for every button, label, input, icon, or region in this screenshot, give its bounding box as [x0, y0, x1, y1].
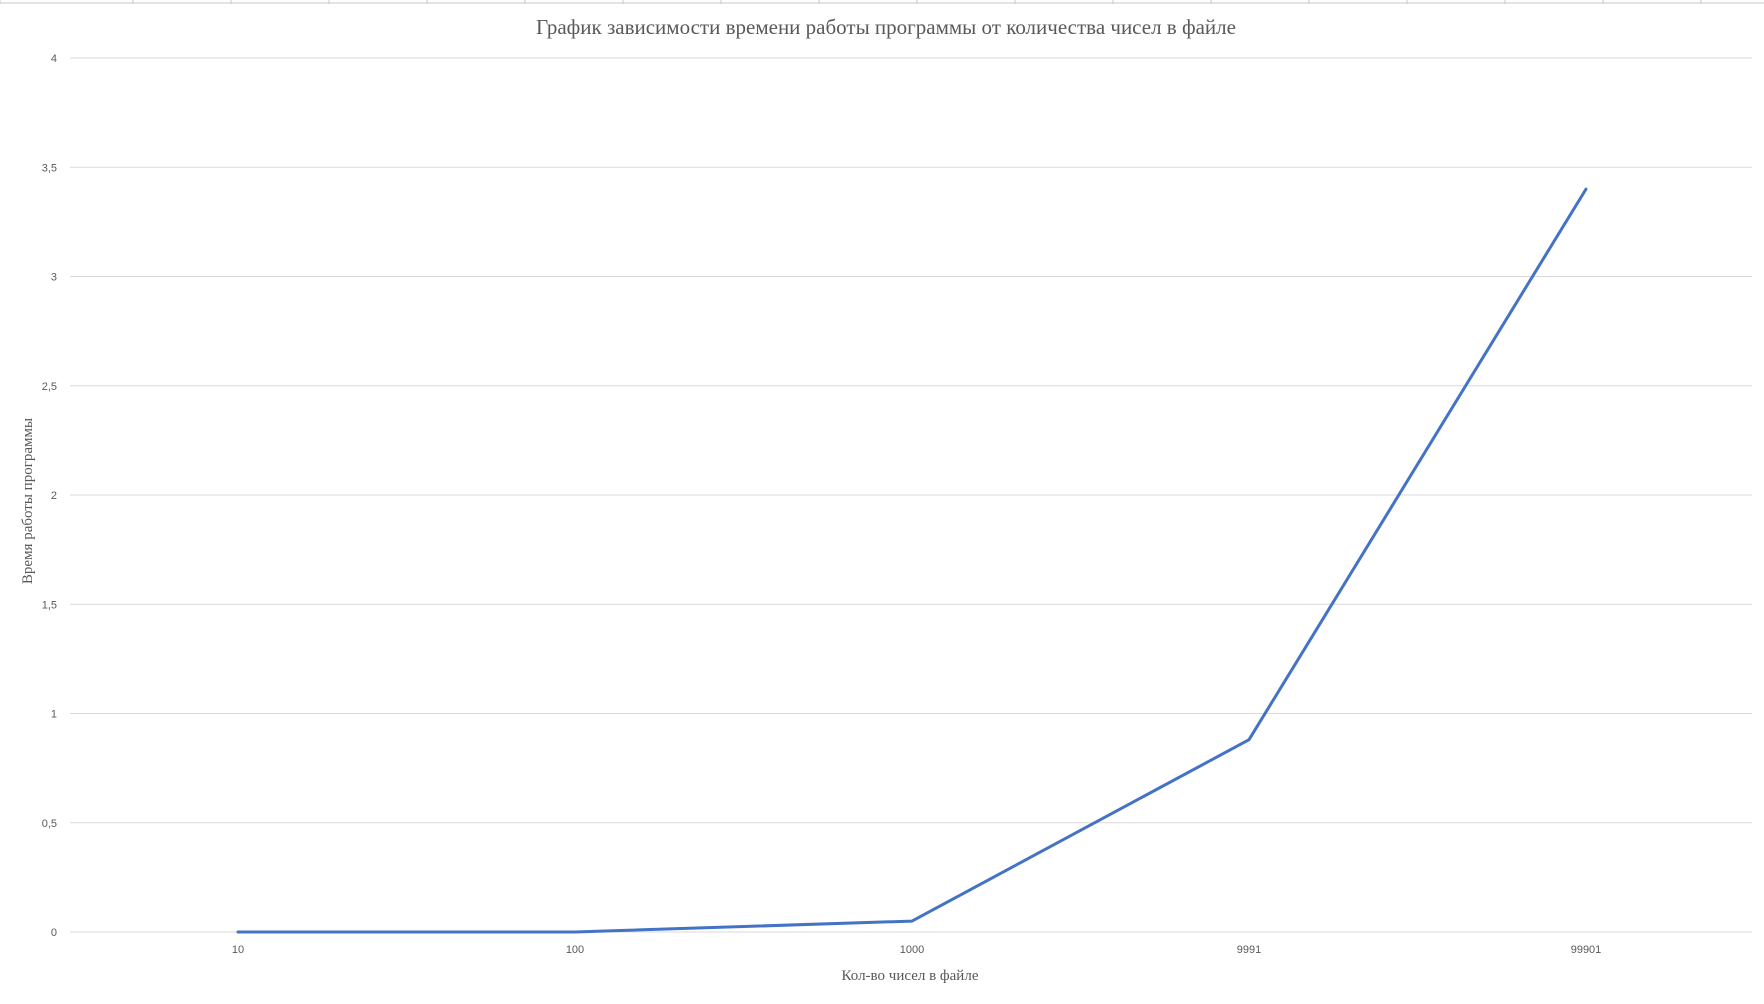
x-tick-label: 9991 — [1237, 944, 1261, 956]
series-line — [236, 187, 1588, 934]
x-tick-label: 1000 — [900, 944, 924, 956]
top-frame — [0, 0, 1764, 4]
y-tick-label: 0,5 — [42, 818, 57, 830]
x-tick-label: 10 — [232, 944, 244, 956]
y-tick-label: 0 — [51, 927, 57, 939]
x-axis-ticks: 10 100 1000 9991 99901 — [232, 944, 1601, 956]
y-tick-label: 3 — [51, 272, 57, 284]
y-tick-label: 1,5 — [42, 599, 57, 611]
y-axis-ticks: 0 0,5 1 1,5 2 2,5 3 3,5 4 — [42, 53, 57, 939]
series-layer — [236, 187, 1588, 934]
chart-title: График зависимости времени работы програ… — [536, 15, 1236, 39]
y-axis-label: Время работы программы — [20, 418, 36, 584]
y-tick-label: 1 — [51, 709, 57, 721]
y-tick-label: 3,5 — [42, 162, 57, 174]
y-tick-label: 2,5 — [42, 381, 57, 393]
y-tick-label: 2 — [51, 490, 57, 502]
x-tick-label: 99901 — [1571, 944, 1602, 956]
x-tick-label: 100 — [566, 944, 584, 956]
y-tick-label: 4 — [51, 53, 57, 65]
x-axis-label: Кол-во чисел в файле — [842, 968, 979, 984]
gridlines — [70, 57, 1752, 933]
